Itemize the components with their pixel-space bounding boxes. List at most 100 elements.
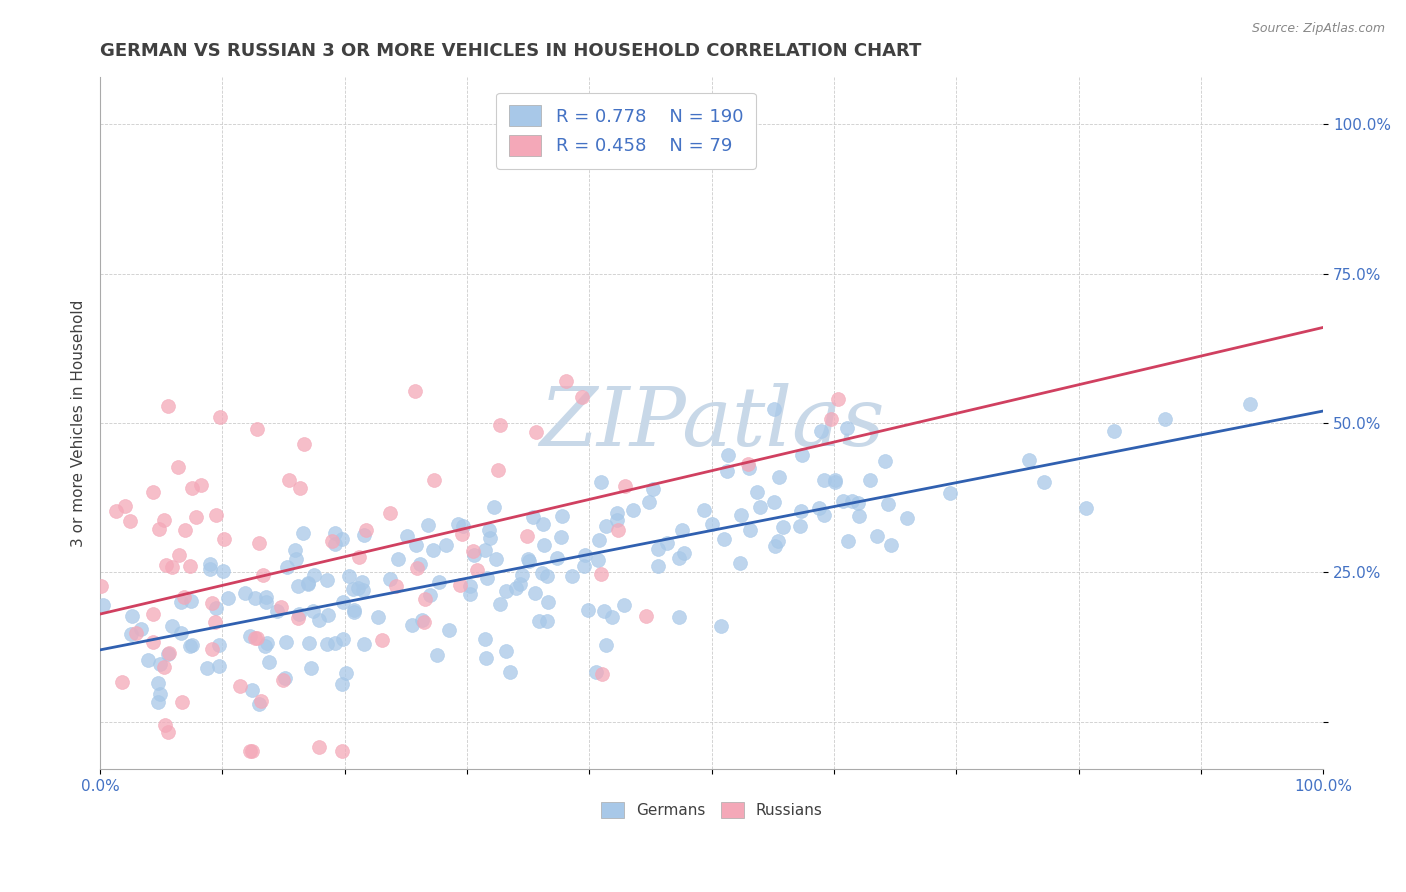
Point [157,724,180,739]
Point [247,535,270,549]
Point [308,613,330,627]
Point [737,457,759,471]
Point [208,659,231,673]
Point [790,448,813,462]
Point [343,603,366,617]
Point [330,677,353,691]
Point [427,575,450,590]
Point [576,602,599,616]
Point [204,615,226,629]
Point [323,537,346,551]
Point [716,464,738,478]
Legend: Germans, Russians: Germans, Russians [595,796,828,824]
Text: Source: ZipAtlas.com: Source: ZipAtlas.com [1251,22,1385,36]
Point [634,608,657,623]
Point [405,538,427,552]
Point [292,437,315,451]
Point [434,538,457,552]
Point [173,591,195,605]
Point [762,402,785,417]
Point [489,417,512,432]
Point [848,509,870,524]
Point [335,665,357,680]
Point [180,594,202,608]
Point [190,478,212,492]
Point [451,519,474,533]
Point [266,603,288,617]
Point [316,608,339,623]
Point [478,532,501,546]
Point [591,667,613,681]
Point [763,539,786,553]
Point [710,619,733,633]
Point [125,626,148,640]
Point [352,574,374,589]
Point [308,739,330,754]
Point [939,486,962,500]
Point [337,569,360,583]
Point [571,390,593,404]
Point [245,591,267,605]
Point [486,463,509,477]
Point [332,744,354,758]
Point [323,525,346,540]
Point [170,595,193,609]
Point [277,473,299,487]
Point [167,548,190,562]
Point [668,550,690,565]
Point [463,549,485,563]
Point [516,529,538,543]
Point [353,637,375,651]
Point [172,695,194,709]
Point [517,554,540,568]
Point [342,582,364,596]
Point [591,475,613,489]
Point [380,573,402,587]
Point [205,508,228,522]
Point [841,493,863,508]
Point [574,558,596,573]
Point [561,568,583,582]
Point [180,481,202,495]
Point [475,572,498,586]
Point [738,460,761,475]
Point [146,695,169,709]
Point [877,497,900,511]
Point [827,392,849,406]
Point [766,534,789,549]
Point [287,610,309,624]
Point [1018,453,1040,467]
Y-axis label: 3 or more Vehicles in Household: 3 or more Vehicles in Household [72,299,86,547]
Point [299,661,322,675]
Point [846,496,869,510]
Point [768,470,790,484]
Point [606,523,628,537]
Point [671,523,693,537]
Point [90,579,112,593]
Point [378,506,401,520]
Point [813,508,835,523]
Point [730,508,752,522]
Point [160,559,183,574]
Point [156,647,179,661]
Point [461,543,484,558]
Point [179,558,201,573]
Point [148,687,170,701]
Point [588,533,610,547]
Point [142,634,165,648]
Point [273,673,295,688]
Point [233,585,256,599]
Point [395,529,418,543]
Point [585,665,607,679]
Point [896,511,918,525]
Point [824,473,846,487]
Point [297,576,319,591]
Point [837,534,859,549]
Point [713,532,735,546]
Point [387,551,409,566]
Point [352,583,374,598]
Point [1154,412,1177,426]
Point [270,599,292,614]
Point [142,484,165,499]
Point [149,657,172,672]
